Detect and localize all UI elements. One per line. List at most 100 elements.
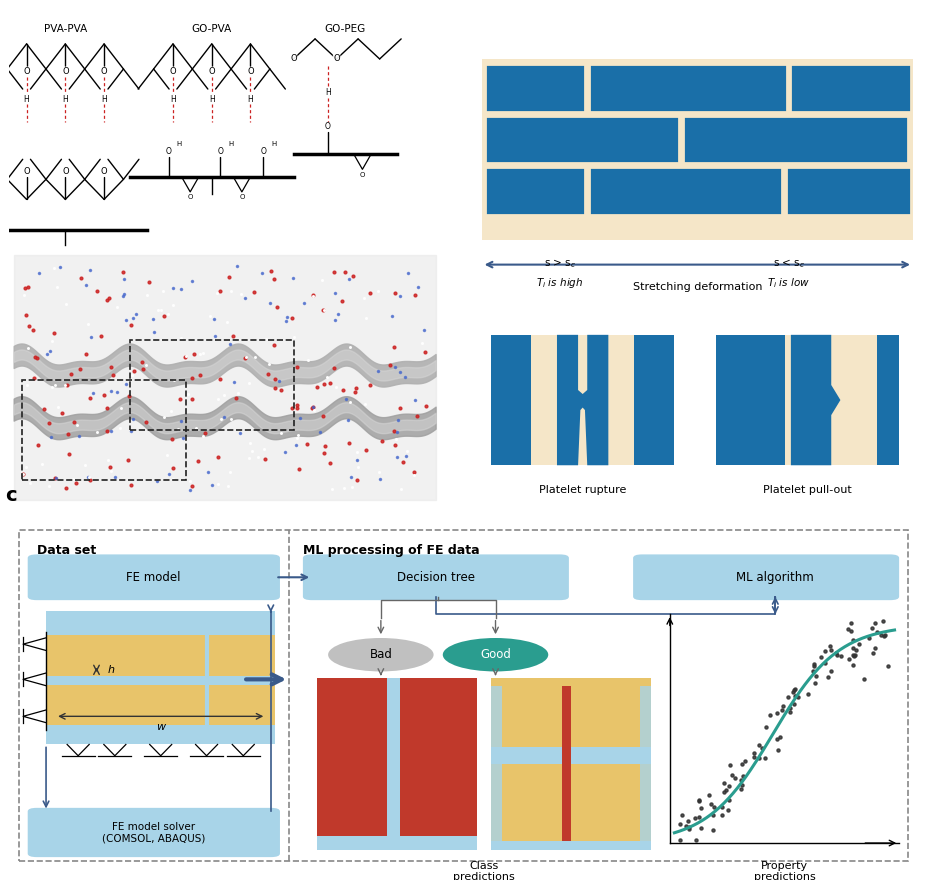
FancyBboxPatch shape xyxy=(682,115,908,164)
Text: O: O xyxy=(247,67,254,76)
Point xyxy=(707,800,722,814)
Text: H: H xyxy=(228,141,234,147)
Point xyxy=(845,657,860,671)
Point xyxy=(808,676,823,690)
Point xyxy=(724,767,739,781)
Text: O: O xyxy=(187,194,193,201)
Polygon shape xyxy=(576,334,608,466)
Point xyxy=(817,656,832,671)
Text: H: H xyxy=(271,141,277,147)
Point xyxy=(841,622,856,636)
Text: GO-PEG: GO-PEG xyxy=(325,24,366,33)
Text: H: H xyxy=(177,141,183,147)
FancyBboxPatch shape xyxy=(46,635,275,676)
Text: O: O xyxy=(23,167,30,176)
FancyBboxPatch shape xyxy=(388,678,400,850)
Point xyxy=(675,808,690,822)
Point xyxy=(714,808,729,822)
Point xyxy=(842,652,857,666)
Point xyxy=(828,647,843,661)
Point xyxy=(688,810,703,825)
Point xyxy=(746,750,761,764)
Point xyxy=(704,797,719,811)
Point xyxy=(692,810,707,824)
Point xyxy=(877,628,892,642)
Point xyxy=(820,670,835,684)
Point xyxy=(846,649,861,664)
Point xyxy=(680,813,695,827)
Point xyxy=(723,758,738,772)
Point xyxy=(823,639,838,653)
FancyBboxPatch shape xyxy=(634,334,675,466)
Point xyxy=(769,732,784,746)
Text: O: O xyxy=(260,147,267,157)
Text: GO-PVA: GO-PVA xyxy=(192,24,232,33)
FancyBboxPatch shape xyxy=(486,167,585,215)
FancyBboxPatch shape xyxy=(316,836,477,850)
Point xyxy=(688,832,703,847)
Text: Data set: Data set xyxy=(37,544,96,557)
Point xyxy=(694,801,709,815)
FancyBboxPatch shape xyxy=(316,678,477,850)
Point xyxy=(694,820,709,834)
Text: O: O xyxy=(101,67,108,76)
Point xyxy=(865,646,880,660)
Point xyxy=(776,699,791,713)
Text: Bad: Bad xyxy=(370,649,392,661)
Text: O: O xyxy=(23,67,30,76)
FancyBboxPatch shape xyxy=(877,334,899,466)
Text: O: O xyxy=(359,172,365,178)
Point xyxy=(823,664,838,678)
Text: $T_i$ is high: $T_i$ is high xyxy=(536,275,583,290)
Text: a: a xyxy=(9,0,22,4)
Ellipse shape xyxy=(443,638,548,671)
FancyBboxPatch shape xyxy=(589,167,782,215)
Point xyxy=(736,769,751,783)
Point xyxy=(733,773,748,787)
Text: Stretching deformation: Stretching deformation xyxy=(633,282,762,292)
Text: O: O xyxy=(166,147,171,157)
Text: Property
predictions: Property predictions xyxy=(753,861,815,880)
Point xyxy=(758,720,773,734)
Text: c: c xyxy=(5,486,17,505)
Point xyxy=(787,683,802,697)
Point xyxy=(734,757,749,771)
Text: h: h xyxy=(108,665,114,675)
Point xyxy=(721,803,736,817)
Text: O: O xyxy=(62,67,68,76)
Point xyxy=(692,794,707,808)
Text: O: O xyxy=(333,55,340,63)
Point xyxy=(755,741,770,755)
Point xyxy=(876,614,891,628)
Text: s > s$_c$: s > s$_c$ xyxy=(544,257,576,269)
Point xyxy=(735,778,750,792)
Text: H: H xyxy=(209,94,214,104)
Point xyxy=(829,649,844,663)
FancyBboxPatch shape xyxy=(486,115,679,164)
FancyBboxPatch shape xyxy=(486,64,585,112)
Point xyxy=(843,624,858,638)
FancyBboxPatch shape xyxy=(482,59,913,239)
Point xyxy=(807,657,822,671)
Point xyxy=(806,664,821,678)
Text: Good: Good xyxy=(480,649,511,661)
Point xyxy=(861,630,876,644)
Text: H: H xyxy=(325,88,330,98)
Point xyxy=(846,648,861,662)
Point xyxy=(818,644,833,658)
Point xyxy=(678,819,693,833)
Point xyxy=(721,793,736,807)
FancyBboxPatch shape xyxy=(491,334,532,466)
Point xyxy=(772,730,787,744)
Text: O: O xyxy=(290,55,297,63)
Point xyxy=(673,832,688,847)
FancyBboxPatch shape xyxy=(491,841,651,850)
Point xyxy=(763,708,778,722)
FancyBboxPatch shape xyxy=(28,554,280,600)
Point xyxy=(846,641,861,655)
Point xyxy=(808,670,823,684)
Point xyxy=(787,682,802,696)
Point xyxy=(751,751,766,765)
Text: O: O xyxy=(240,194,244,201)
Point xyxy=(865,621,880,635)
